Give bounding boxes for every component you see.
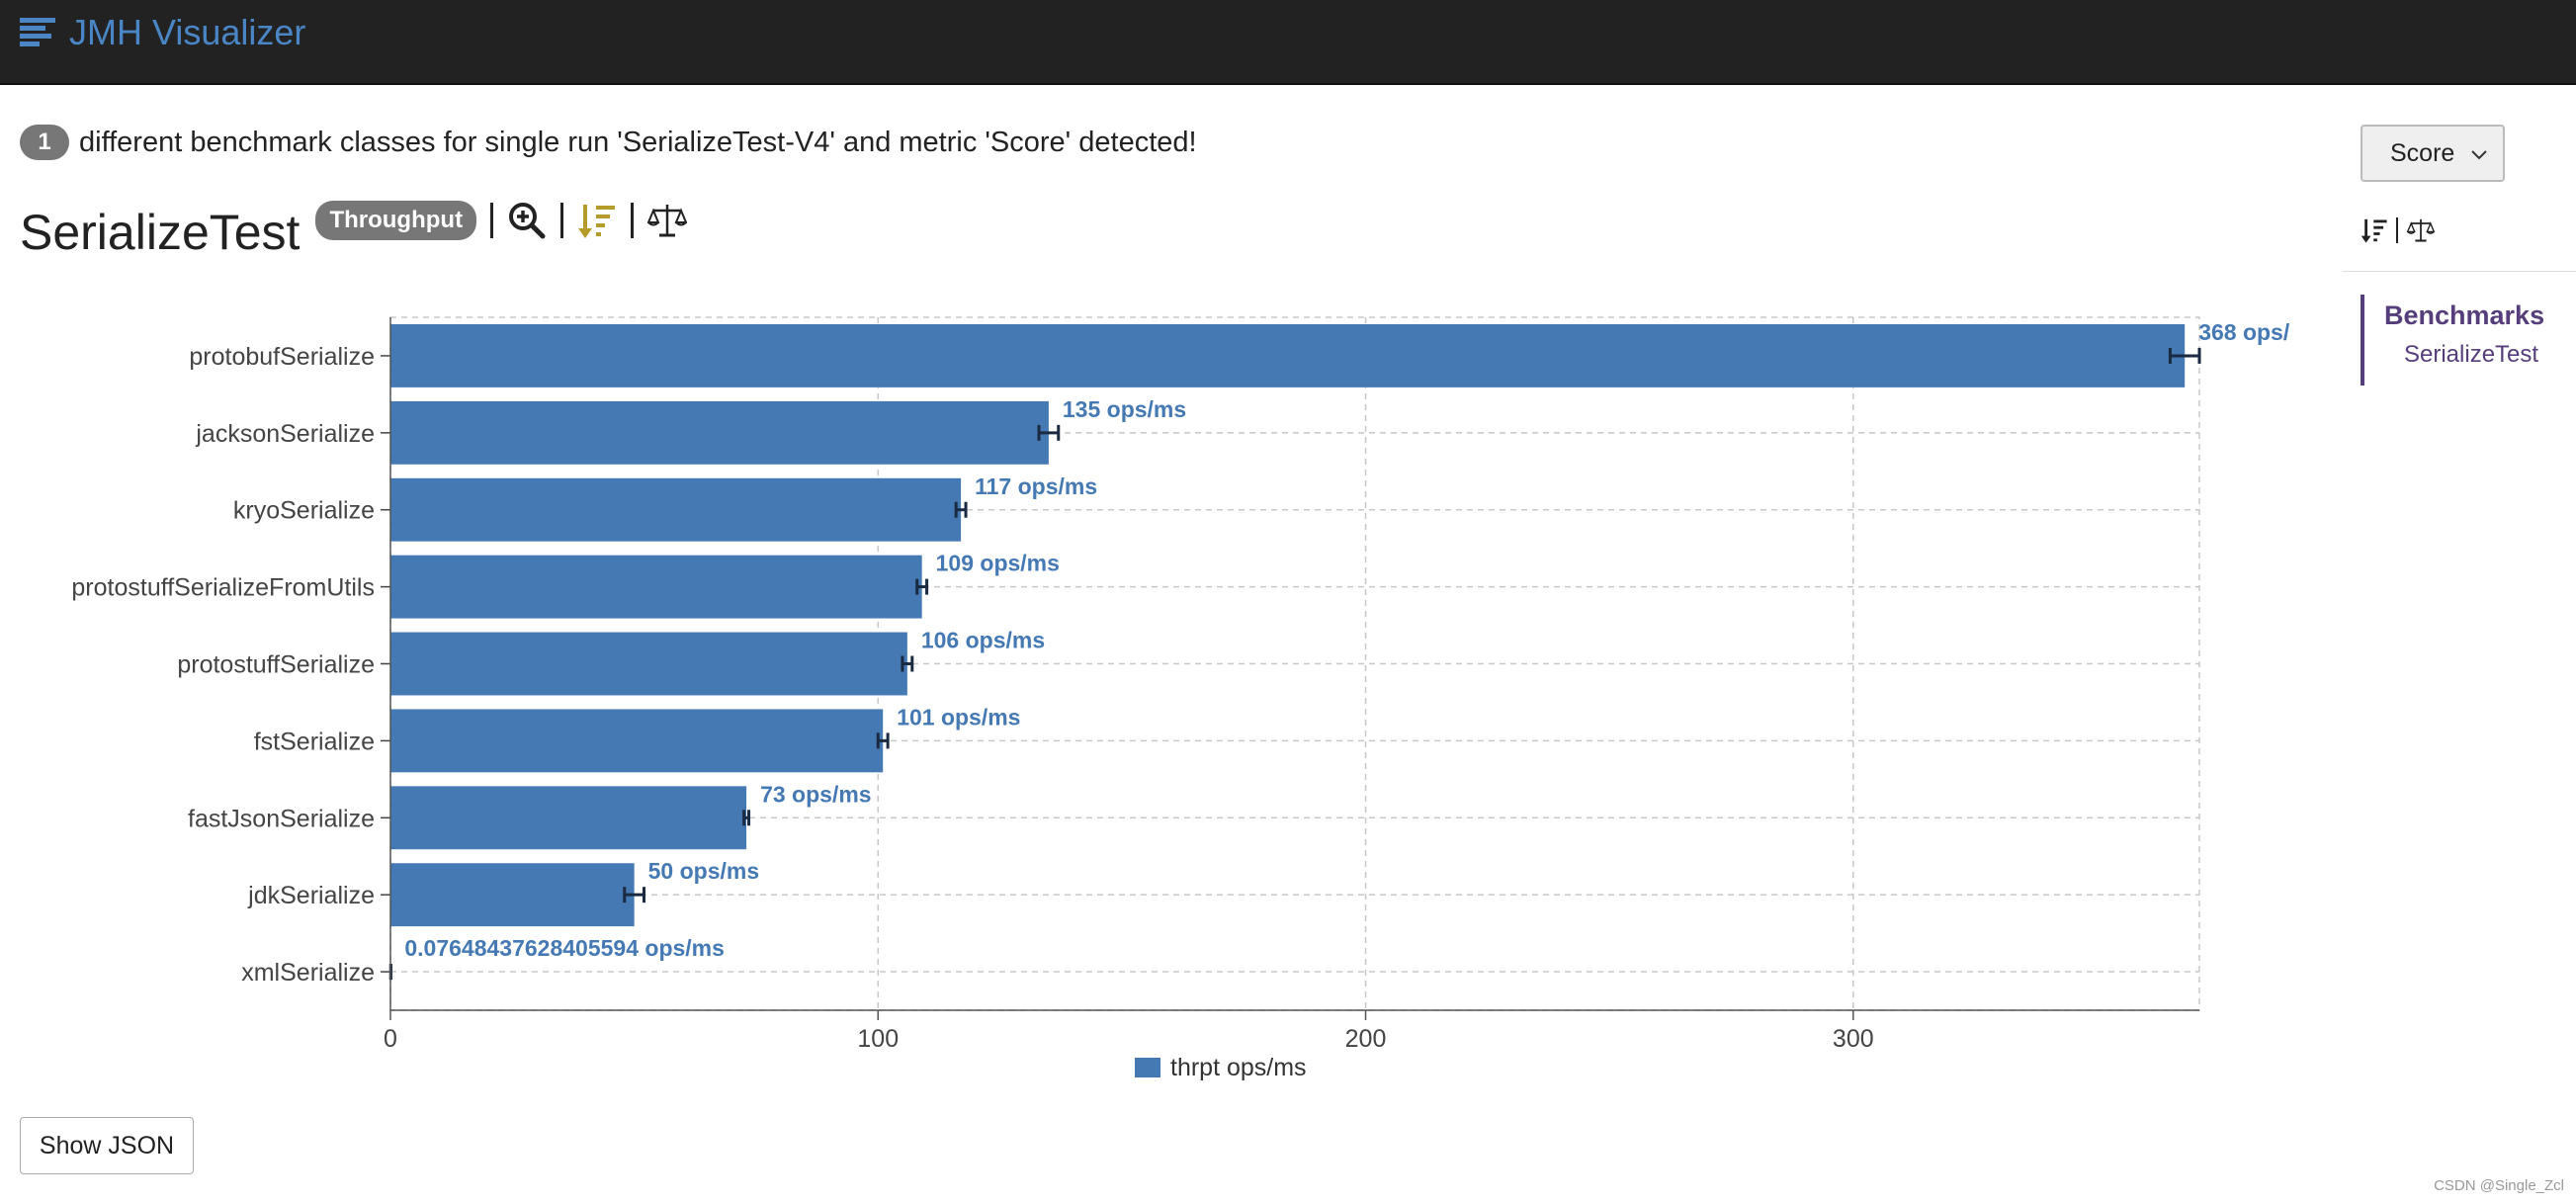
bar xyxy=(390,400,1049,465)
bar xyxy=(390,555,922,619)
toolbar-separator xyxy=(490,203,494,238)
data-label: 50 ops/ms xyxy=(648,858,760,884)
category-label: protostuffSerializeFromUtils xyxy=(71,574,375,602)
class-count-badge: 1 xyxy=(20,125,69,160)
x-tick-label: 200 xyxy=(1345,1025,1387,1053)
x-tick-label: 100 xyxy=(857,1025,899,1053)
watermark: CSDN @Single_Zcl xyxy=(2434,1177,2564,1194)
toolbar-separator xyxy=(631,203,635,238)
category-label: fstSerialize xyxy=(254,728,375,755)
metric-select[interactable]: Score xyxy=(2361,125,2505,182)
data-label: 368 ops/ xyxy=(2198,319,2290,345)
data-label: 135 ops/ms xyxy=(1063,396,1186,422)
legend-label: thrpt ops/ms xyxy=(1170,1054,1307,1081)
sidebar-tools xyxy=(2361,215,2436,245)
data-label: 117 ops/ms xyxy=(975,473,1097,499)
category-label: protostuffSerialize xyxy=(177,651,375,679)
chevron-down-icon xyxy=(2471,150,2487,160)
mode-badge: Throughput xyxy=(315,201,477,240)
category-label: jdkSerialize xyxy=(247,882,375,909)
top-navbar: JMH Visualizer xyxy=(0,0,2576,85)
bar xyxy=(390,709,884,773)
legend-swatch xyxy=(1135,1058,1160,1077)
notice-message: different benchmark classes for single r… xyxy=(79,126,1197,158)
category-label: fastJsonSerialize xyxy=(188,805,375,832)
bar xyxy=(390,632,907,696)
zoom-in-icon[interactable] xyxy=(507,201,547,240)
page-title: SerializeTest xyxy=(20,205,301,260)
data-label: 106 ops/ms xyxy=(921,628,1045,653)
x-tick-label: 0 xyxy=(384,1025,397,1053)
data-label: 109 ops/ms xyxy=(936,551,1060,576)
sidebar-tool-separator xyxy=(2396,217,2398,243)
bar-chart-logo-icon xyxy=(20,18,55,46)
show-json-button[interactable]: Show JSON xyxy=(20,1117,194,1174)
toolbar-separator xyxy=(560,203,564,238)
category-label: protobufSerialize xyxy=(189,343,375,371)
metric-select-value: Score xyxy=(2390,138,2455,167)
bar xyxy=(390,863,635,927)
bar xyxy=(390,786,747,850)
sidebar-divider xyxy=(2343,271,2576,272)
data-label: 73 ops/ms xyxy=(760,781,872,807)
benchmark-header: SerializeTest Throughput xyxy=(20,194,688,260)
category-label: xmlSerialize xyxy=(241,959,375,987)
bar xyxy=(390,324,2186,387)
category-label: jacksonSerialize xyxy=(195,420,375,448)
benchmarks-toc: Benchmarks SerializeTest xyxy=(2361,295,2544,386)
category-label: kryoSerialize xyxy=(233,497,375,525)
toc-heading: Benchmarks xyxy=(2384,301,2545,330)
sort-descending-icon[interactable] xyxy=(2361,215,2388,245)
balance-scale-icon[interactable] xyxy=(2406,216,2436,244)
detection-notice: 1 different benchmark classes for single… xyxy=(20,125,1197,160)
throughput-bar-chart: 368 ops/protobufSerialize 135 ops/ms jacks… xyxy=(71,316,2290,1081)
toc-item-serializetest[interactable]: SerializeTest xyxy=(2404,341,2539,368)
x-tick-label: 300 xyxy=(1833,1025,1874,1053)
data-label: 101 ops/ms xyxy=(897,704,1020,730)
data-label: 0.07648437628405594 ops/ms xyxy=(404,935,725,961)
balance-scale-icon[interactable] xyxy=(647,201,688,240)
sort-descending-icon[interactable] xyxy=(577,201,617,240)
brand-link[interactable]: JMH Visualizer xyxy=(20,12,305,53)
bar xyxy=(390,477,962,542)
brand-label: JMH Visualizer xyxy=(69,12,306,52)
